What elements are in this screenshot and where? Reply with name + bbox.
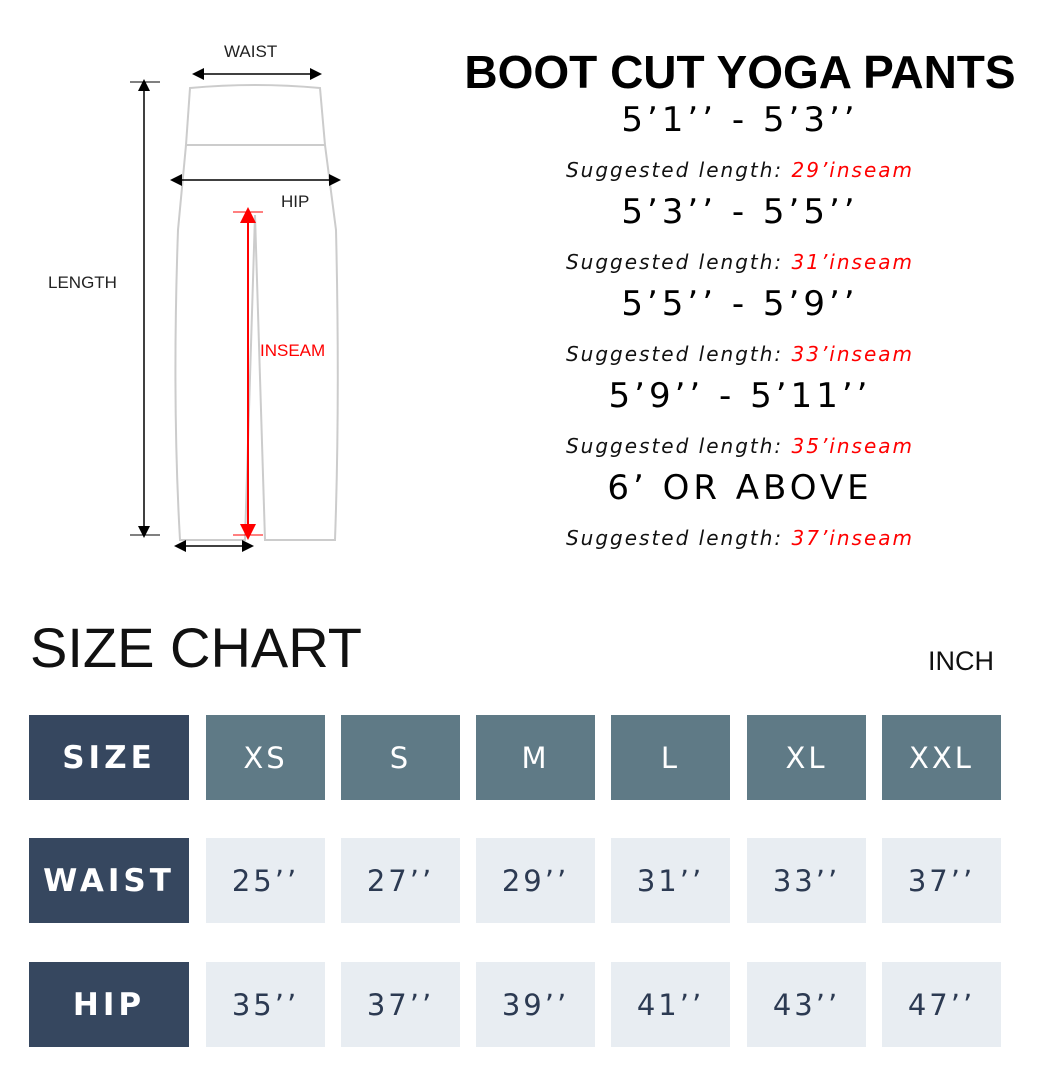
table-cell: 35’’ <box>206 962 325 1047</box>
inseam-value: 35’inseam <box>791 434 915 458</box>
unit-label: INCH <box>928 646 994 676</box>
page-title: BOOT CUT YOGA PANTS <box>464 46 1016 98</box>
inseam-label: INSEAM <box>260 341 326 360</box>
height-range: 6’ OR ABOVE <box>607 468 873 508</box>
row-header-size: SIZE <box>29 715 189 800</box>
suggested-prefix: Suggested length: <box>565 434 792 458</box>
length-label: LENGTH <box>48 273 117 292</box>
table-cell: 31’’ <box>611 838 730 923</box>
inseam-value: 31’inseam <box>791 250 915 274</box>
waist-label: WAIST <box>224 42 278 61</box>
inseam-value: 29’inseam <box>791 158 915 182</box>
table-cell: 37’’ <box>882 838 1001 923</box>
table-cell: 43’’ <box>747 962 866 1047</box>
table-cell: 25’’ <box>206 838 325 923</box>
table-cell: 37’’ <box>341 962 460 1047</box>
height-range: 5’5’’ - 5’9’’ <box>621 284 859 324</box>
size-header-cell: L <box>611 715 730 800</box>
suggested-length: Suggested length: 33’inseam <box>440 342 1040 366</box>
table-cell: 27’’ <box>341 838 460 923</box>
size-header-cell: M <box>476 715 595 800</box>
inseam-value: 37’inseam <box>791 526 915 550</box>
pants-diagram <box>130 68 341 552</box>
size-header-cell: XL <box>747 715 866 800</box>
suggested-length: Suggested length: 35’inseam <box>440 434 1040 458</box>
inseam-value: 33’inseam <box>791 342 915 366</box>
size-chart-title: SIZE CHART <box>30 616 362 679</box>
suggested-prefix: Suggested length: <box>565 526 792 550</box>
table-cell: 47’’ <box>882 962 1001 1047</box>
row-header-waist: WAIST <box>29 838 189 923</box>
table-cell: 41’’ <box>611 962 730 1047</box>
suggested-length: Suggested length: 31’inseam <box>440 250 1040 274</box>
table-cell: 39’’ <box>476 962 595 1047</box>
height-range: 5’9’’ - 5’11’’ <box>608 376 872 416</box>
pants-outline-icon <box>174 84 339 541</box>
suggested-length: Suggested length: 37’inseam <box>440 526 1040 550</box>
size-header-cell: XXL <box>882 715 1001 800</box>
hip-label: HIP <box>281 192 310 211</box>
suggested-prefix: Suggested length: <box>565 158 792 182</box>
height-range: 5’3’’ - 5’5’’ <box>621 192 859 232</box>
table-cell: 29’’ <box>476 838 595 923</box>
size-header-cell: S <box>341 715 460 800</box>
suggested-prefix: Suggested length: <box>565 342 792 366</box>
size-header-cell: XS <box>206 715 325 800</box>
table-cell: 33’’ <box>747 838 866 923</box>
suggested-prefix: Suggested length: <box>565 250 792 274</box>
height-range: 5’1’’ - 5’3’’ <box>621 100 859 140</box>
row-header-hip: HIP <box>29 962 189 1047</box>
suggested-length: Suggested length: 29’inseam <box>440 158 1040 182</box>
